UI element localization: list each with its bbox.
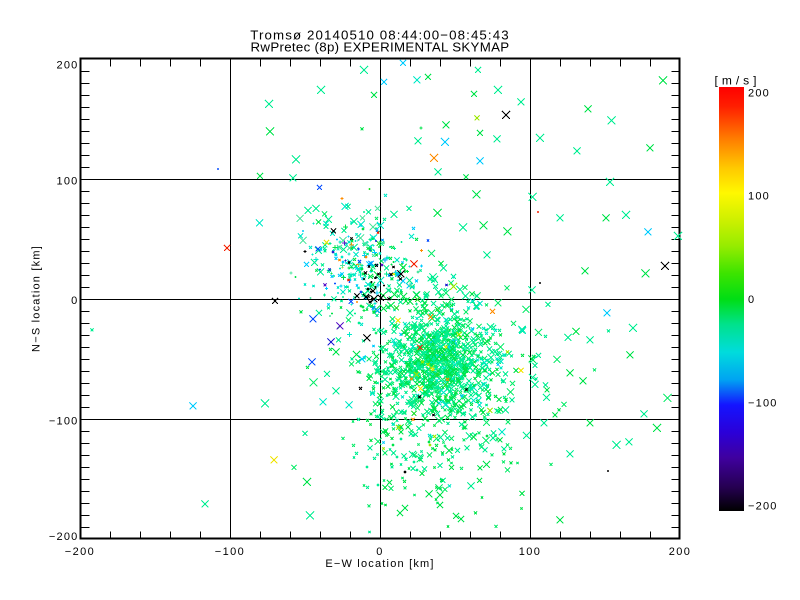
svg-text:100: 100 xyxy=(57,176,79,188)
svg-text:RwPretec (8p) EXPERIMENTAL SKY: RwPretec (8p) EXPERIMENTAL SKYMAP xyxy=(251,40,510,55)
svg-text:−100: −100 xyxy=(748,397,778,409)
svg-text:−100: −100 xyxy=(49,416,79,428)
svg-text:200: 200 xyxy=(669,546,692,558)
svg-text:Tromsø 20140510 08:44:00−08:45: Tromsø 20140510 08:44:00−08:45:43 xyxy=(250,28,509,43)
svg-text:−200: −200 xyxy=(65,546,95,558)
svg-text:200: 200 xyxy=(748,87,770,99)
svg-text:[m/s]: [m/s] xyxy=(715,74,761,88)
svg-text:E−W location [km]: E−W location [km] xyxy=(325,558,434,570)
svg-text:−200: −200 xyxy=(49,531,79,543)
svg-text:0: 0 xyxy=(71,295,78,307)
svg-text:−100: −100 xyxy=(215,546,245,558)
svg-text:100: 100 xyxy=(748,191,770,203)
svg-text:−200: −200 xyxy=(748,500,778,512)
svg-text:0: 0 xyxy=(376,546,384,558)
svg-text:N−S location [km]: N−S location [km] xyxy=(31,245,43,352)
svg-text:100: 100 xyxy=(519,546,542,558)
svg-text:0: 0 xyxy=(748,294,755,306)
svg-text:200: 200 xyxy=(57,59,79,71)
